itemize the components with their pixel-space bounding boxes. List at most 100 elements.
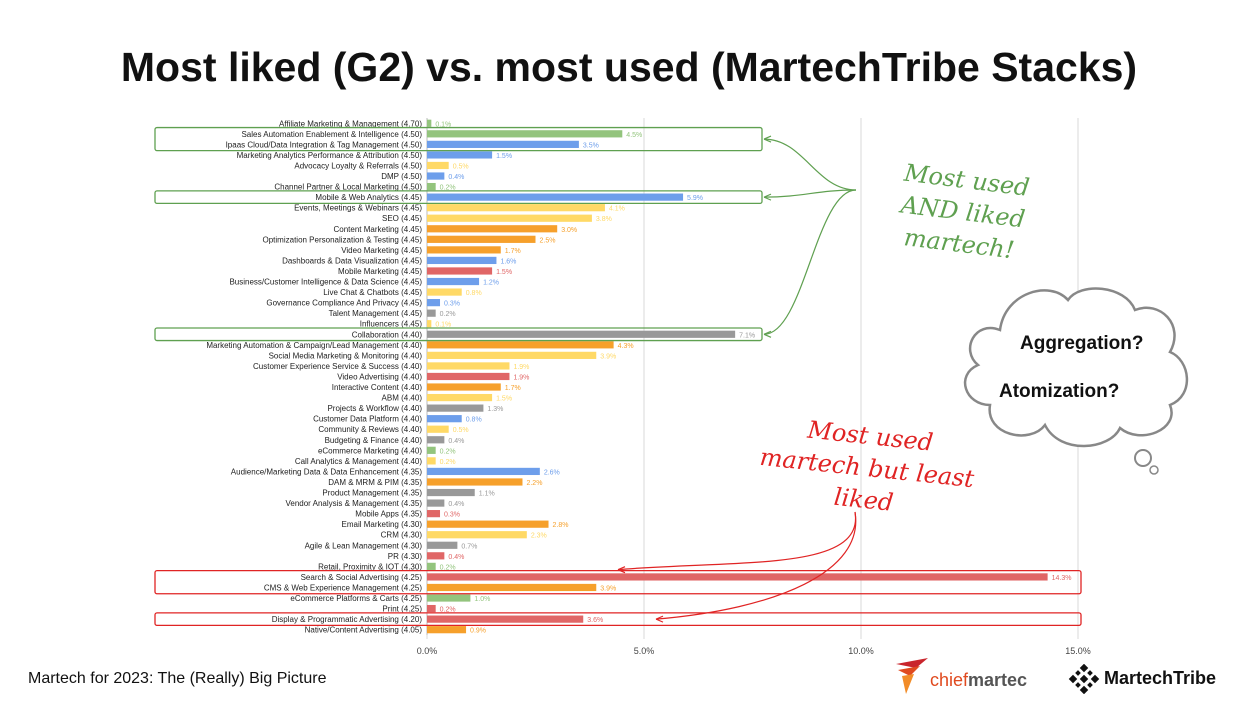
bar xyxy=(427,140,579,148)
highlight-box xyxy=(154,126,763,152)
value-label: 0.5% xyxy=(453,427,469,434)
value-label: 7.1% xyxy=(739,332,755,339)
category-label: Events, Meetings & Webinars (4.45) xyxy=(294,204,422,213)
category-label: ABM (4.40) xyxy=(382,394,423,403)
value-label: 0.8% xyxy=(466,417,482,424)
red-arrow xyxy=(655,511,857,620)
category-label: CMS & Web Experience Management (4.25) xyxy=(264,583,422,592)
value-label: 2.6% xyxy=(544,469,560,476)
bar xyxy=(427,446,436,454)
bar xyxy=(427,246,501,254)
bar xyxy=(427,467,540,476)
value-label: 5.9% xyxy=(687,195,703,202)
x-tick-label: 5.0% xyxy=(634,646,655,656)
bar xyxy=(427,330,736,338)
value-label: 3.0% xyxy=(561,227,577,234)
martechtribe-logo-text: MartechTribe xyxy=(1104,668,1217,688)
category-label: Mobile & Web Analytics (4.45) xyxy=(315,193,422,202)
category-label: SEO (4.45) xyxy=(382,214,422,223)
highlight-box xyxy=(154,327,763,342)
value-label: 3.9% xyxy=(600,353,616,360)
bar xyxy=(427,583,597,592)
value-label: 0.3% xyxy=(444,301,460,308)
category-label: Dashboards & Data Visualization (4.45) xyxy=(282,256,422,265)
highlight-box xyxy=(154,570,1082,595)
category-label: eCommerce Platforms & Carts (4.25) xyxy=(290,594,422,603)
value-label: 1.0% xyxy=(474,596,490,603)
bar xyxy=(427,235,536,243)
chiefmartec-logo-mark-icon xyxy=(896,658,928,694)
category-label: Customer Experience Service & Success (4… xyxy=(253,362,422,371)
green-arrow xyxy=(763,138,857,191)
category-label: eCommerce Marketing (4.40) xyxy=(318,446,422,455)
category-label: Search & Social Advertising (4.25) xyxy=(301,573,423,582)
value-label: 0.2% xyxy=(440,459,456,466)
bar xyxy=(427,214,592,222)
bar xyxy=(427,182,436,191)
x-tick-label: 10.0% xyxy=(848,646,874,656)
category-label: Budgeting & Finance (4.40) xyxy=(325,436,423,445)
value-label: 0.2% xyxy=(440,311,456,318)
green-arrow xyxy=(763,189,857,198)
category-label: Social Media Marketing & Monitoring (4.4… xyxy=(269,351,423,360)
category-label: Marketing Analytics Performance & Attrib… xyxy=(237,151,423,160)
category-label: DAM & MRM & PIM (4.35) xyxy=(328,478,422,487)
bar xyxy=(427,151,493,159)
value-label: 1.1% xyxy=(479,491,495,498)
value-label: 14.3% xyxy=(1052,575,1072,582)
category-label: Governance Compliance And Privacy (4.45) xyxy=(266,299,422,308)
bar xyxy=(427,172,445,180)
bar xyxy=(427,130,623,138)
category-label: Native/Content Advertising (4.05) xyxy=(305,626,423,635)
highlight-box xyxy=(154,190,763,205)
bar xyxy=(427,425,449,433)
value-label: 1.5% xyxy=(496,153,512,160)
value-label: 0.7% xyxy=(461,543,477,550)
value-label: 0.1% xyxy=(435,322,451,329)
bar xyxy=(427,267,493,275)
value-label: 0.1% xyxy=(435,121,451,128)
category-label: Email Marketing (4.30) xyxy=(342,520,423,529)
bar xyxy=(427,383,501,391)
green-arrowhead xyxy=(763,330,772,338)
category-label: Product Management (4.35) xyxy=(322,489,422,498)
bar xyxy=(427,119,432,127)
value-label: 1.9% xyxy=(513,364,529,371)
value-label: 0.2% xyxy=(440,607,456,614)
martechtribe-logo: MartechTribe xyxy=(1068,663,1238,695)
highlight-box xyxy=(154,612,1082,627)
footer-text: Martech for 2023: The (Really) Big Pictu… xyxy=(28,670,327,687)
chiefmartec-logo: chiefmartec xyxy=(894,656,1044,696)
category-label: Channel Partner & Local Marketing (4.50) xyxy=(274,183,422,192)
value-label: 0.3% xyxy=(444,512,460,519)
value-label: 2.8% xyxy=(553,522,569,529)
category-label: PR (4.30) xyxy=(388,552,423,561)
bar xyxy=(427,161,449,170)
bar xyxy=(427,225,558,233)
value-label: 3.6% xyxy=(587,617,603,624)
bar xyxy=(427,372,510,381)
bar xyxy=(427,404,484,412)
category-label: Print (4.25) xyxy=(382,605,422,614)
bar xyxy=(427,604,436,613)
bar xyxy=(427,562,436,570)
bar xyxy=(427,193,684,201)
value-label: 1.2% xyxy=(483,280,499,287)
thought-cloud xyxy=(963,287,1189,448)
bar xyxy=(427,626,467,634)
category-label: Sales Automation Enablement & Intelligen… xyxy=(241,130,422,139)
value-label: 2.5% xyxy=(540,237,556,244)
category-label: Talent Management (4.45) xyxy=(329,309,423,318)
x-tick-label: 15.0% xyxy=(1065,646,1091,656)
value-label: 0.8% xyxy=(466,290,482,297)
value-label: 1.6% xyxy=(500,258,516,265)
category-label: Affiliate Marketing & Management (4.70) xyxy=(279,119,422,128)
bar xyxy=(427,362,510,370)
bar xyxy=(427,436,445,444)
thought-bubble-small xyxy=(1149,465,1159,475)
value-label: 1.5% xyxy=(496,396,512,403)
value-label: 4.3% xyxy=(618,343,634,350)
green-arrow xyxy=(763,189,857,335)
value-label: 0.2% xyxy=(440,185,456,192)
